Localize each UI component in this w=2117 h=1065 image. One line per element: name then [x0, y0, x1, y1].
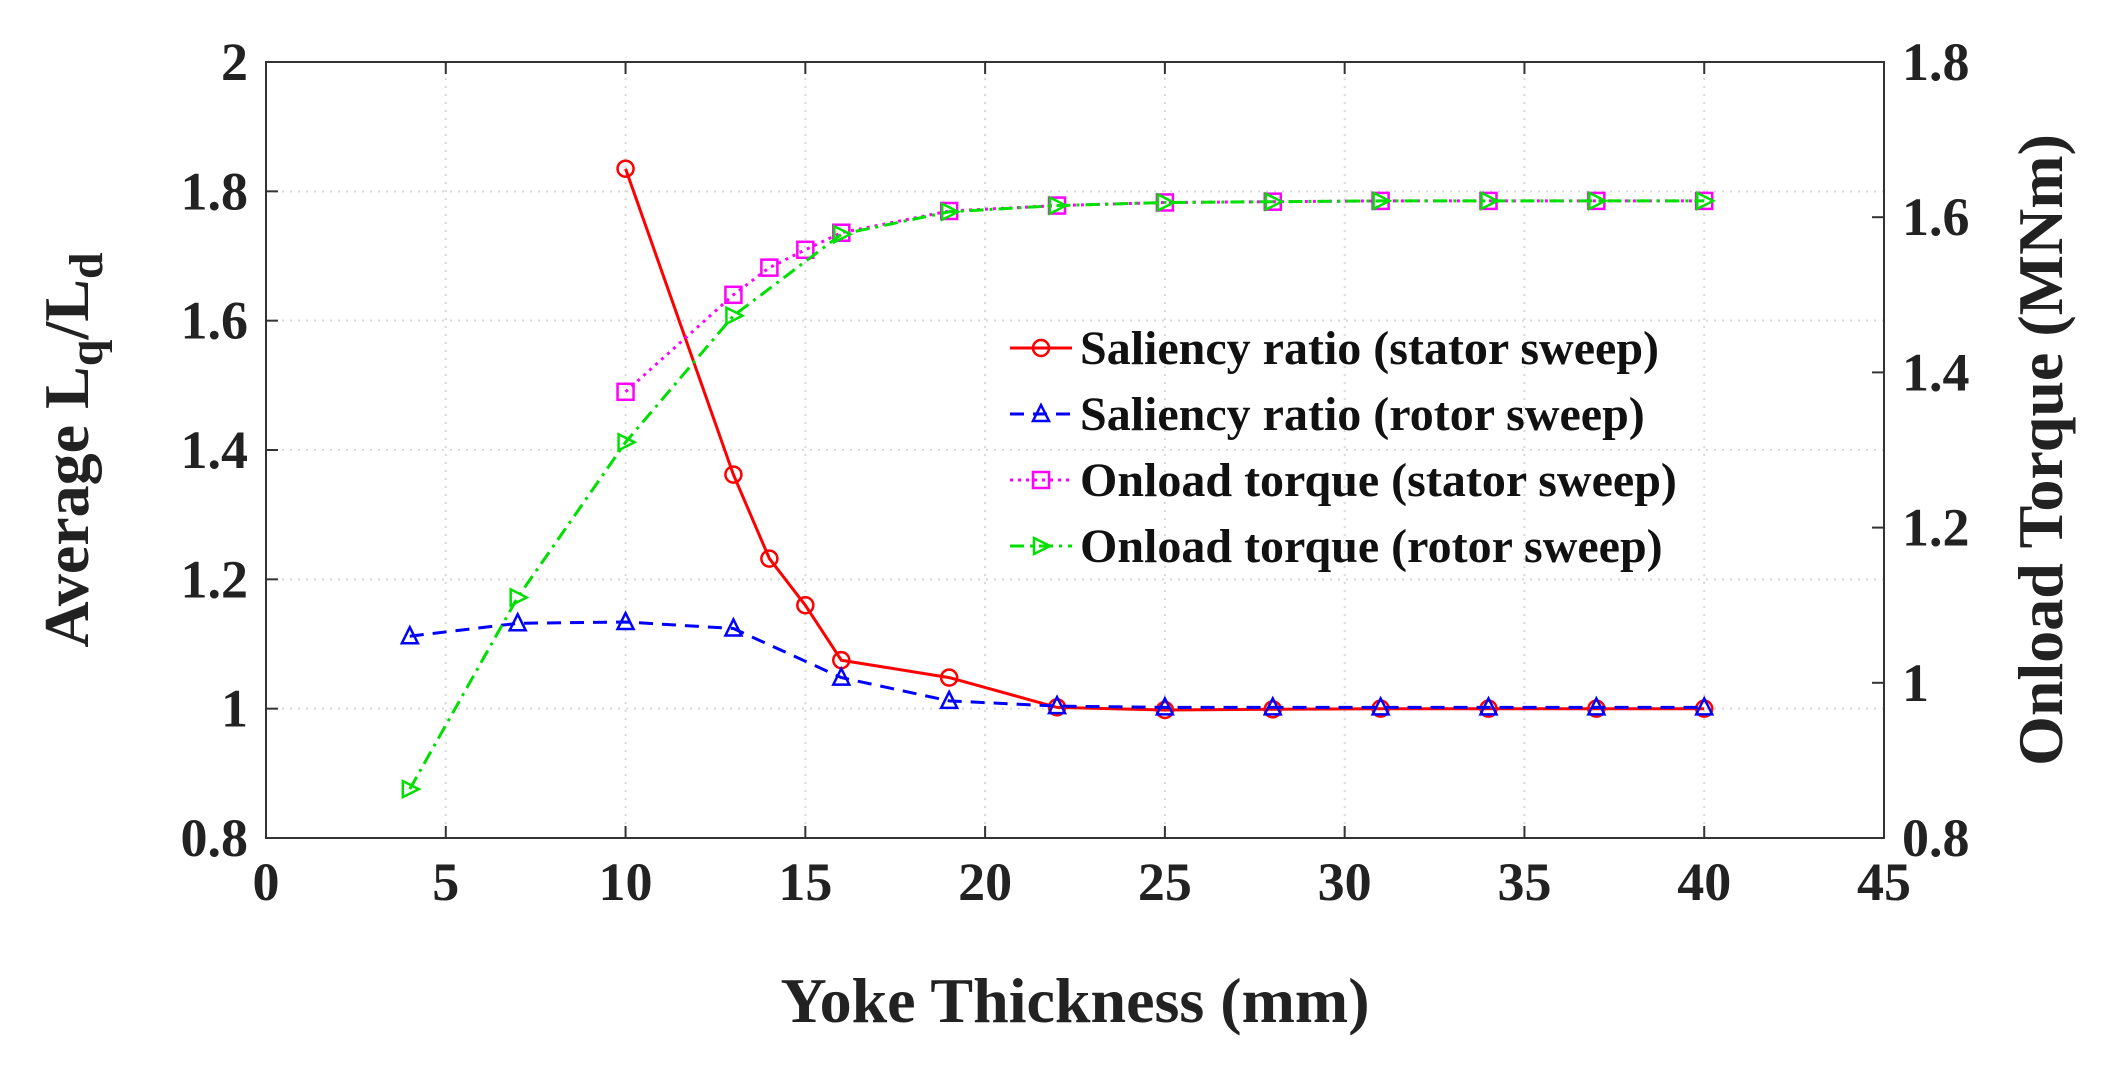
- data-point: [1264, 191, 1285, 212]
- y-tick-label: 1.8: [181, 161, 249, 221]
- data-point: [725, 305, 746, 326]
- x-tick-label: 40: [1677, 852, 1731, 912]
- x-tick-label: 30: [1318, 852, 1372, 912]
- y2-tick-label: 1.8: [1902, 32, 1970, 92]
- legend-label: Saliency ratio (stator sweep): [1080, 322, 1659, 375]
- x-tick-label: 10: [599, 852, 653, 912]
- y-tick-label: 1.6: [181, 291, 249, 351]
- data-point: [796, 595, 815, 615]
- data-point: [509, 587, 530, 608]
- legend-item: Saliency ratio (stator sweep): [1010, 322, 1659, 375]
- legend-label: Onload torque (stator sweep): [1080, 454, 1677, 507]
- legend-marker: [1032, 535, 1053, 557]
- data-point: [1586, 695, 1607, 716]
- data-point: [507, 611, 528, 632]
- data-point: [760, 258, 779, 277]
- grid: [266, 62, 1884, 838]
- data-point: [1048, 195, 1069, 216]
- y-tick-label: 1.2: [181, 549, 249, 609]
- legend-label: Onload torque (rotor sweep): [1080, 520, 1663, 573]
- x-tick-label: 5: [432, 852, 459, 912]
- data-point: [760, 549, 779, 568]
- data-point: [724, 465, 743, 484]
- legend-item: Saliency ratio (rotor sweep): [1010, 388, 1645, 441]
- series-line: [408, 199, 1705, 790]
- data-point: [617, 432, 638, 453]
- x-tick-label: 20: [958, 852, 1012, 912]
- data-point: [1372, 190, 1393, 211]
- data-point: [724, 285, 743, 305]
- data-point: [1263, 700, 1283, 719]
- y-axis-title-mid: /L: [31, 279, 102, 340]
- legend-marker: [1031, 338, 1051, 358]
- y-axis-title-subscript-q: q: [60, 339, 113, 366]
- series: [399, 159, 1717, 800]
- y2-axis-title: Onload Torque (MNm): [2005, 134, 2076, 766]
- x-tick-label: 0: [253, 852, 280, 912]
- data-point: [399, 624, 420, 645]
- data-point: [1370, 695, 1391, 716]
- data-point: [616, 382, 635, 402]
- y-axis-title: Average Lq/Ld: [31, 252, 113, 648]
- x-tick-label: 45: [1857, 852, 1911, 912]
- x-tick-label: 15: [778, 852, 832, 912]
- data-point: [939, 689, 960, 710]
- data-point: [401, 779, 422, 800]
- data-point: [1478, 695, 1499, 716]
- y2-tick-label: 1.4: [1902, 342, 1970, 402]
- legend-label: Saliency ratio (rotor sweep): [1080, 388, 1645, 441]
- y-tick-label: 2: [221, 32, 248, 92]
- data-point: [1480, 190, 1501, 211]
- data-point: [1156, 192, 1177, 213]
- series-4: [401, 190, 1717, 800]
- y2-tick-label: 1: [1902, 653, 1929, 713]
- legend-marker: [1030, 402, 1052, 423]
- legend-item: Onload torque (rotor sweep): [1010, 520, 1663, 573]
- data-point: [1046, 694, 1068, 715]
- y-axis-title-subscript-d: d: [60, 252, 113, 279]
- data-point: [1694, 695, 1715, 716]
- data-point: [1155, 700, 1175, 720]
- axis-ticks: 0 5 10 15 20 25 30 35 40 450.811.21.41.61.820.811…: [181, 32, 1970, 912]
- data-point: [831, 665, 852, 686]
- data-point: [723, 616, 744, 637]
- data-point: [796, 240, 815, 260]
- data-point: [616, 159, 635, 178]
- data-point: [615, 610, 636, 631]
- legend-marker: [1031, 470, 1051, 490]
- series-2: [399, 610, 1715, 716]
- data-point: [1695, 190, 1717, 211]
- y-tick-label: 0.8: [181, 808, 249, 868]
- data-point: [940, 201, 961, 222]
- y-tick-label: 1.4: [181, 420, 249, 480]
- legend-item: Onload torque (stator sweep): [1010, 454, 1677, 507]
- y2-tick-label: 0.8: [1902, 808, 1970, 868]
- legend: Saliency ratio (stator sweep) Saliency ra…: [1010, 322, 1677, 573]
- data-point: [939, 668, 959, 687]
- y-tick-label: 1: [221, 679, 248, 739]
- data-point: [1262, 695, 1283, 716]
- x-axis-title: Yoke Thickness (mm): [780, 965, 1369, 1036]
- x-tick-label: 25: [1138, 852, 1192, 912]
- x-tick-label: 35: [1497, 852, 1551, 912]
- y-axis-title-prefix: Average L: [31, 366, 102, 647]
- y2-tick-label: 1.2: [1902, 498, 1970, 558]
- data-point: [1588, 190, 1609, 211]
- data-point: [833, 224, 854, 245]
- series-line: [409, 620, 1705, 709]
- y2-tick-label: 1.6: [1902, 187, 1970, 247]
- data-point: [1154, 695, 1175, 716]
